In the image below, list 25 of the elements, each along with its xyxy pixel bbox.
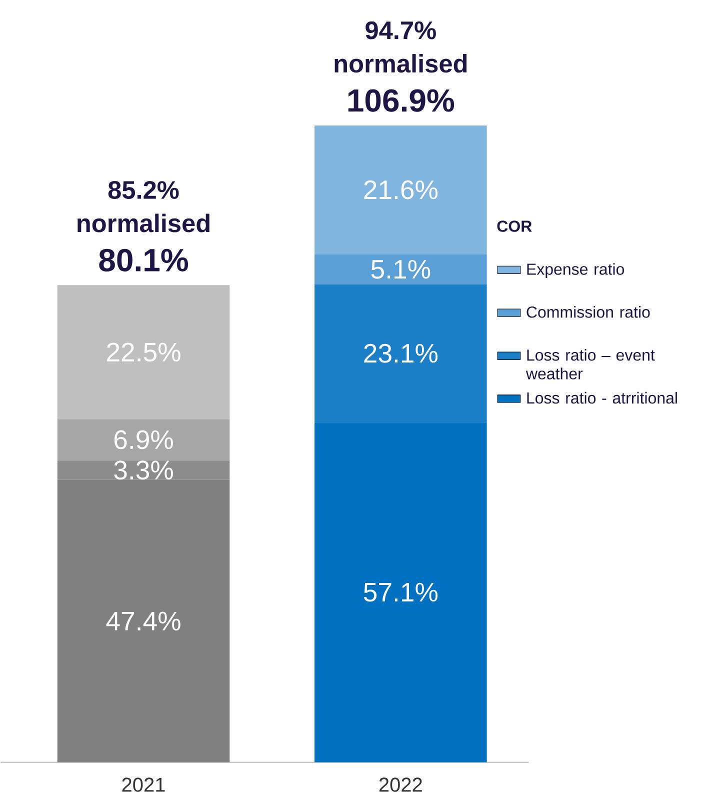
bar: [57, 285, 230, 420]
data-label: 47.4%: [106, 612, 180, 630]
legend-label: Commission ratio: [526, 306, 650, 318]
x-tick-label: 2021: [122, 778, 165, 792]
data-label: 5.1%: [371, 260, 430, 279]
bar: [57, 419, 230, 460]
annotation: 85.2% normalised: [78, 181, 210, 232]
total-label: 80.1%: [99, 248, 188, 272]
data-label: 3.3%: [114, 460, 173, 480]
legend-title: COR: [497, 220, 532, 232]
legend-label: Loss ratio - atrritional: [527, 392, 677, 404]
bar: [314, 254, 487, 285]
data-label: 6.9%: [114, 430, 173, 450]
data-label: 23.1%: [364, 344, 438, 363]
bar: [314, 125, 487, 254]
text: 94.7% normalised: [334, 21, 467, 73]
data-label: 22.5%: [106, 342, 180, 362]
bar: [314, 284, 487, 422]
x-tick-label: 2022: [379, 778, 422, 792]
total-label: 106.9%: [348, 89, 454, 112]
data-label: 57.1%: [364, 582, 438, 602]
bar: [314, 422, 487, 762]
legend-label: Expense ratio: [527, 263, 624, 278]
legend-label: Loss ratio – event weather: [526, 348, 655, 380]
data-label: 21.6%: [364, 180, 438, 200]
